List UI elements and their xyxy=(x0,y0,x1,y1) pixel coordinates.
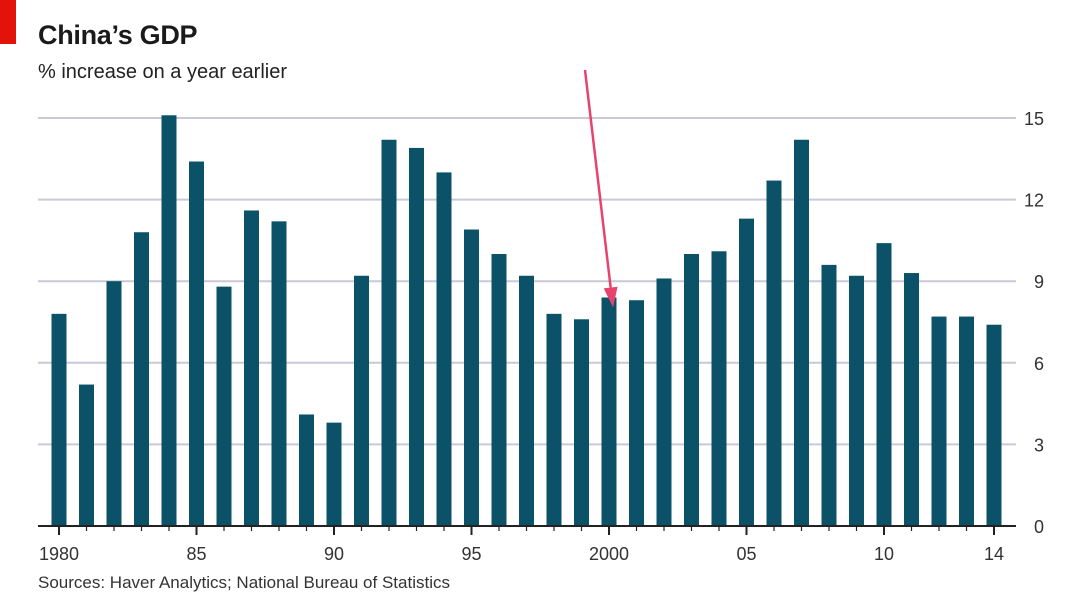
x-tick-label: 10 xyxy=(874,544,894,564)
chart-subtitle: % increase on a year earlier xyxy=(38,61,288,83)
x-tick-label: 14 xyxy=(984,544,1004,564)
bar xyxy=(244,210,259,527)
y-tick-label: 0 xyxy=(1034,517,1044,537)
annotation-arrow xyxy=(583,69,618,308)
bar xyxy=(601,297,617,526)
bar xyxy=(986,324,1002,526)
chart-title: China’s GDP xyxy=(38,20,198,50)
bar xyxy=(299,414,314,526)
bar xyxy=(711,251,727,526)
bars xyxy=(51,115,1002,527)
source-note: Sources: Haver Analytics; National Burea… xyxy=(38,573,450,592)
arrow-shaft xyxy=(583,69,612,288)
y-axis-labels: 0 3 6 9 12 15 xyxy=(1024,109,1044,537)
bar xyxy=(51,313,67,526)
bar xyxy=(904,273,919,526)
bar xyxy=(79,384,94,526)
bar xyxy=(271,221,287,527)
y-tick-label: 3 xyxy=(1034,435,1044,455)
bar xyxy=(326,422,342,526)
bar xyxy=(876,243,892,526)
y-tick-label: 9 xyxy=(1034,272,1044,292)
bar xyxy=(519,275,534,526)
brand-red-tag xyxy=(0,0,16,44)
arrow-head xyxy=(603,286,618,308)
bar xyxy=(134,232,149,527)
x-axis xyxy=(38,525,1016,535)
bar xyxy=(546,313,562,526)
bar xyxy=(574,319,589,526)
bar xyxy=(629,300,644,526)
bar xyxy=(931,316,947,526)
x-tick-label: 85 xyxy=(186,544,206,564)
x-axis-labels: 1980 85 90 95 2000 05 10 14 xyxy=(39,544,1004,564)
bar xyxy=(491,254,507,526)
bar xyxy=(821,264,837,526)
bar xyxy=(409,147,424,527)
bar xyxy=(216,286,232,526)
bar xyxy=(161,115,177,526)
bar xyxy=(464,229,479,526)
bar xyxy=(849,275,864,526)
x-tick-label: 1980 xyxy=(39,544,79,564)
bar xyxy=(959,316,974,526)
bar xyxy=(106,281,122,526)
bar xyxy=(766,180,782,526)
bar xyxy=(436,172,452,526)
x-tick-label: 95 xyxy=(461,544,481,564)
x-tick-label: 2000 xyxy=(589,544,629,564)
y-tick-label: 15 xyxy=(1024,109,1044,129)
bar xyxy=(381,139,397,526)
x-tick-label: 90 xyxy=(324,544,344,564)
bar xyxy=(189,161,204,526)
y-tick-label: 6 xyxy=(1034,354,1044,374)
bar xyxy=(656,278,672,526)
bar xyxy=(739,218,754,526)
bar xyxy=(684,254,699,526)
x-tick-label: 05 xyxy=(736,544,756,564)
bar xyxy=(794,139,809,526)
bar xyxy=(354,275,369,526)
y-tick-label: 12 xyxy=(1024,191,1044,211)
